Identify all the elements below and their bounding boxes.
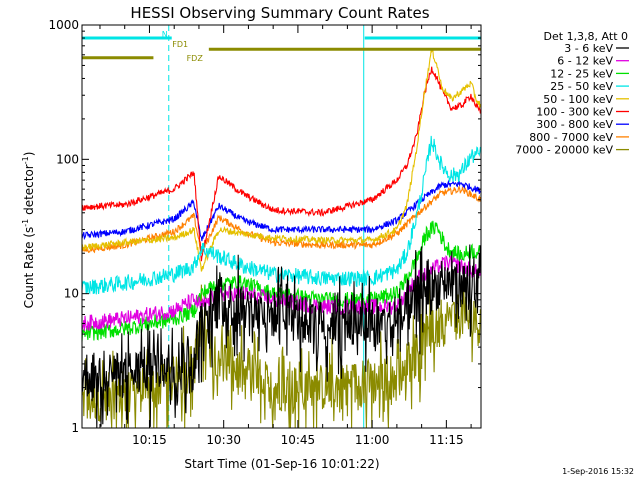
y-tick-label: 10 [64,287,79,301]
plot-area: N FD1 FDZ 1 10 100 1000 10:15 10:30 10:45 11:00 11:… [48,18,482,447]
series-line [81,284,481,429]
y-tick-label: 100 [56,152,79,166]
footer-timestamp: 1-Sep-2016 15:32 [562,467,634,476]
legend-title: Det 1,3,8, Att 0 [544,30,628,43]
legend-label: 3 - 6 keV [564,42,613,55]
x-tick-label: 11:00 [355,433,390,447]
y-axis-label-superscript: -1 [21,156,30,164]
chart-title: HESSI Observing Summary Count Rates [130,4,429,22]
svg-text:Count Rate (s-1 detector-1): Count Rate (s-1 detector-1) [21,152,36,309]
flag-label: N [162,30,168,39]
x-axis-label: Start Time (01-Sep-16 10:01:22) [184,457,379,471]
y-tick-label: 1 [71,421,79,435]
legend-label: 50 - 100 keV [543,93,613,106]
flag-label: FD1 [172,40,188,49]
legend-label: 800 - 7000 keV [529,131,613,144]
series-line [81,185,481,255]
flag-label: FDZ [187,54,204,63]
series-line [81,49,481,272]
legend-label: 12 - 25 keV [550,67,613,80]
legend-label: 300 - 800 keV [536,118,613,131]
x-tick-label: 10:45 [281,433,316,447]
plot-frame [81,24,482,429]
x-tick-label: 10:15 [132,433,167,447]
series-line [81,66,481,262]
y-axis-label-part: Count Rate (s [22,227,36,309]
series-line [81,244,481,429]
y-axis-label-part: detector [22,164,36,219]
legend-label: 100 - 300 keV [536,106,613,119]
y-axis-label: Count Rate (s-1 detector-1) [21,152,36,309]
y-tick-label: 1000 [48,18,79,32]
x-tick-label: 11:15 [429,433,464,447]
legend-label: 25 - 50 keV [550,80,613,93]
legend-label: 7000 - 20000 keV [515,144,613,157]
y-axis-label-superscript: -1 [21,219,30,227]
x-tick-label: 10:30 [206,433,241,447]
legend-label: 6 - 12 keV [557,55,613,68]
series-line [81,179,481,242]
y-axis-label-part: ) [22,152,36,157]
